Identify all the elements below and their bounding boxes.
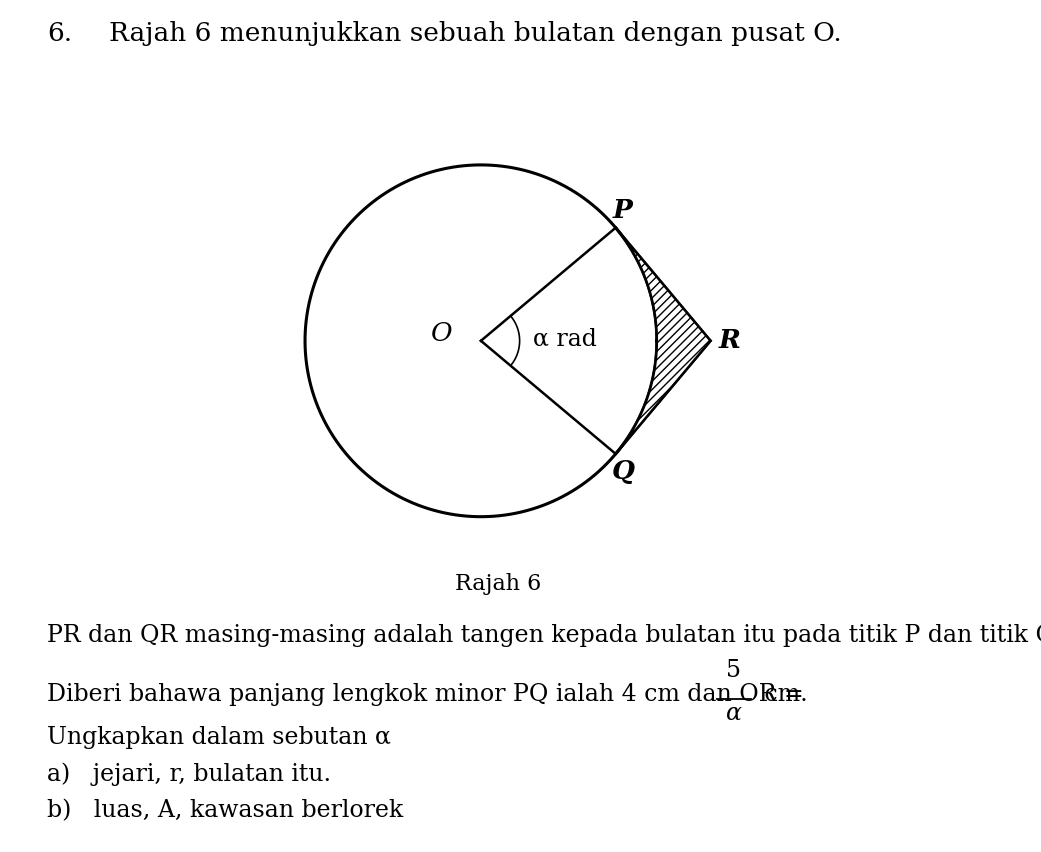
Text: α rad: α rad [533, 327, 598, 350]
Text: Rajah 6 menunjukkan sebuah bulatan dengan pusat O.: Rajah 6 menunjukkan sebuah bulatan denga… [109, 21, 842, 46]
Text: 6.: 6. [47, 21, 72, 46]
Text: R: R [719, 328, 741, 354]
Text: Diberi bahawa panjang lengkok minor PQ ialah 4 cm dan OR =: Diberi bahawa panjang lengkok minor PQ i… [47, 683, 811, 706]
Polygon shape [615, 227, 711, 454]
Text: cm.: cm. [757, 683, 808, 706]
Text: Q: Q [611, 459, 634, 484]
Text: PR dan QR masing-masing adalah tangen kepada bulatan itu pada titik P dan titik : PR dan QR masing-masing adalah tangen ke… [47, 624, 1041, 647]
Text: O: O [431, 321, 453, 346]
Text: a)   jejari, r, bulatan itu.: a) jejari, r, bulatan itu. [47, 763, 331, 786]
Text: Ungkapkan dalam sebutan α: Ungkapkan dalam sebutan α [47, 726, 390, 749]
Text: b)   luas, A, kawasan berlorek: b) luas, A, kawasan berlorek [47, 799, 403, 822]
Text: Rajah 6: Rajah 6 [455, 573, 541, 595]
Text: P: P [613, 198, 633, 222]
Text: α: α [726, 702, 742, 725]
Text: 5: 5 [727, 659, 741, 682]
